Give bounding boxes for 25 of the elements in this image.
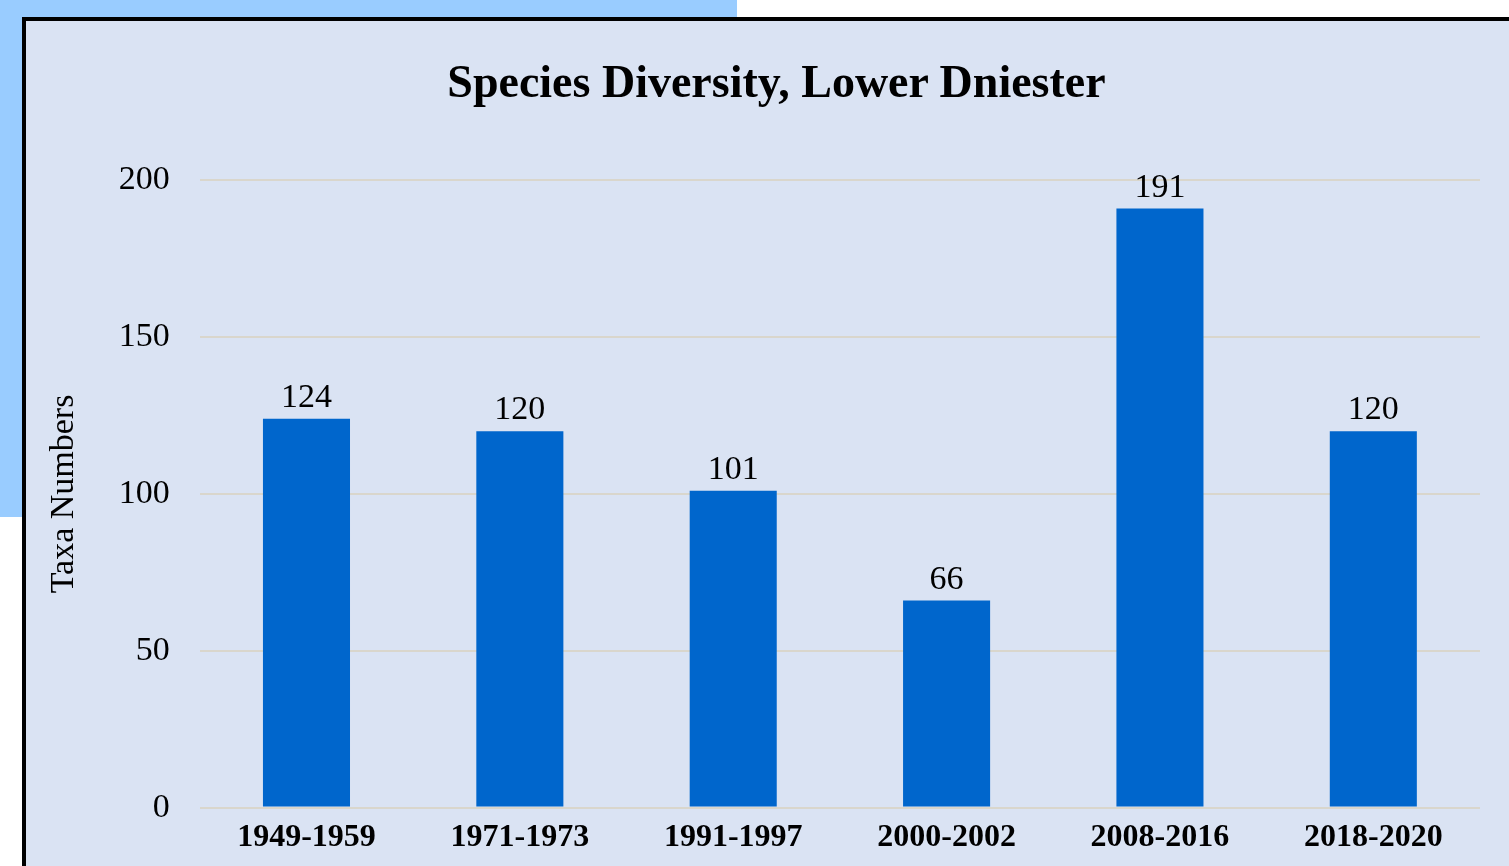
bar — [1329, 431, 1417, 807]
y-axis-title: Taxa Numbers — [43, 394, 81, 594]
x-tick-label: 1949-1959 — [237, 817, 376, 854]
y-tick-label: 0 — [152, 786, 170, 824]
x-tick-label: 2018-2020 — [1303, 817, 1443, 854]
data-label: 120 — [494, 389, 546, 427]
x-tick-label: 1971-1973 — [450, 817, 590, 854]
data-label: 66 — [929, 558, 964, 596]
y-tick-label: 50 — [135, 629, 170, 667]
y-tick-label: 200 — [118, 159, 170, 197]
x-tick-label: 1991-1997 — [663, 817, 803, 854]
y-tick-label: 150 — [118, 316, 170, 354]
data-label: 101 — [707, 448, 759, 486]
data-label: 191 — [1134, 166, 1186, 204]
data-label: 120 — [1347, 389, 1399, 427]
bar — [476, 431, 564, 807]
bar — [689, 490, 777, 807]
chart-title: Species Diversity, Lower Dniester — [446, 55, 1107, 108]
y-tick-label: 100 — [118, 472, 170, 510]
x-tick-label: 2008-2016 — [1090, 817, 1230, 854]
data-label: 124 — [280, 376, 332, 414]
x-tick-label: 2000-2002 — [877, 817, 1016, 854]
bar — [903, 600, 991, 807]
bar — [262, 418, 351, 807]
bar — [1116, 208, 1204, 807]
